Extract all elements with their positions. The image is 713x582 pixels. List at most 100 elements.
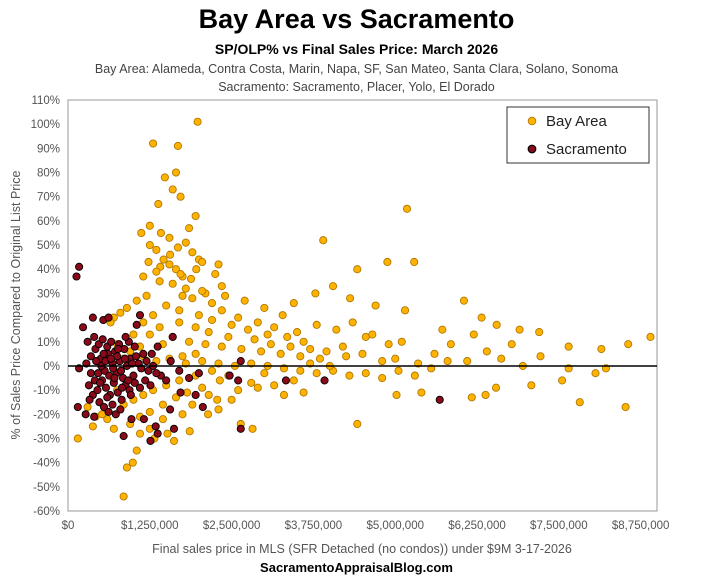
bay-area-point: [392, 390, 401, 400]
bay-area-point: [591, 369, 600, 378]
x-tick-label: $3,750,000: [285, 520, 343, 532]
sacramento-point: [111, 410, 120, 419]
bay-area-point: [152, 267, 161, 276]
bay-area-point: [178, 352, 187, 361]
bay-area-point: [248, 424, 257, 433]
sacramento-point: [166, 405, 175, 414]
bay-area-point: [211, 270, 220, 279]
bay-area-point: [193, 117, 202, 126]
sacramento-point: [114, 344, 123, 354]
bay-area-point: [155, 323, 164, 332]
y-tick-label: 20%: [37, 313, 60, 325]
bay-area-point: [204, 328, 213, 337]
bay-area-point: [178, 291, 187, 300]
sacramento-point: [99, 349, 108, 358]
bay-area-point: [234, 313, 243, 322]
y-tick-label: -30%: [33, 433, 60, 445]
bay-area-point: [132, 296, 141, 305]
bay-area-point: [198, 357, 207, 366]
sacramento-point: [121, 332, 130, 341]
bay-area-point: [438, 325, 447, 334]
bay-area-point: [276, 349, 285, 358]
bay-area-point: [116, 308, 125, 317]
x-tick-label: $5,000,000: [366, 520, 424, 532]
bay-area-point: [402, 204, 412, 213]
x-tick-label: $6,250,000: [448, 520, 506, 532]
bay-area-point: [240, 296, 249, 305]
sacramento-point: [139, 349, 148, 358]
bay-area-point: [371, 301, 380, 310]
bay-area-point: [139, 390, 148, 400]
sacramento-note: Sacramento: Sacramento, Placer, Yolo, El…: [218, 80, 495, 94]
bay-area-point: [201, 340, 210, 349]
sacramento-point: [320, 376, 329, 385]
bay-area-point: [159, 255, 168, 264]
bay-area-point: [286, 342, 295, 351]
bay-area-point: [477, 313, 486, 322]
bay-area-point: [283, 332, 292, 341]
sacramento-point: [153, 429, 162, 438]
bay-area-point: [217, 282, 226, 291]
sacramento-point: [90, 332, 99, 341]
bay-area-point: [137, 228, 146, 238]
bay-area-point: [188, 400, 197, 409]
bay-area-point: [207, 299, 217, 308]
bay-area-point: [278, 311, 287, 320]
bay-area-point: [289, 376, 298, 385]
bay-area-point: [353, 419, 362, 429]
bay-area-point: [312, 369, 321, 378]
plot-area: [67, 99, 658, 512]
bay-area-point: [166, 250, 175, 259]
x-tick-label: $8,750,000: [612, 520, 670, 532]
bay-area-point: [165, 233, 174, 242]
sacramento-point: [95, 398, 104, 407]
sacramento-point: [236, 424, 245, 433]
bay-area-point: [443, 357, 452, 366]
bay-area-point: [214, 260, 223, 269]
bay-area-point: [171, 168, 181, 177]
sacramento-point: [119, 432, 128, 441]
bay-area-point: [139, 272, 148, 281]
bay-area-point: [154, 199, 163, 209]
y-tick-label: 100%: [31, 119, 60, 131]
bay-area-point: [168, 185, 177, 194]
bay-area-point: [224, 332, 233, 341]
bay-area-point: [497, 354, 506, 363]
bay-area-point: [149, 311, 158, 320]
bay-area-point: [394, 366, 403, 375]
bay-area-point: [469, 330, 478, 339]
bay-area-point: [527, 381, 536, 390]
bay-area-point: [145, 407, 154, 416]
sacramento-point: [191, 390, 200, 400]
bay-area-point: [266, 340, 275, 349]
y-axis-title: % of Sales Price Compared to Original Li…: [9, 171, 23, 440]
bay-area-point: [217, 306, 226, 315]
y-tick-label: 30%: [37, 288, 60, 300]
bay-area-point: [322, 347, 331, 356]
sacramento-point: [93, 386, 102, 395]
sacramento-point: [96, 378, 105, 387]
bay-area-point: [88, 422, 97, 431]
bay-area-point: [158, 400, 167, 409]
sacramento-point: [92, 357, 101, 366]
sacramento-point: [225, 371, 234, 380]
bay-area-point: [378, 373, 387, 383]
bay-area-point: [338, 342, 347, 351]
bay-area-point: [176, 270, 185, 279]
bay-area-point: [400, 306, 410, 315]
sacramento-point: [116, 366, 126, 375]
legend-sacramento-label: Sacramento: [546, 141, 627, 158]
sacramento-point: [166, 357, 175, 366]
bay-area-point: [215, 376, 224, 385]
bay-area-point: [346, 294, 355, 303]
sacramento-point: [176, 388, 185, 397]
bay-area-point: [368, 330, 377, 339]
sacramento-point: [168, 332, 177, 341]
bay-area-point: [158, 415, 167, 424]
x-axis-title: Final sales price in MLS (SFR Detached (…: [152, 542, 572, 556]
bay-area-point: [270, 323, 279, 332]
bay-area-point: [253, 318, 262, 327]
bay-area-point: [186, 274, 196, 283]
bay-area-point: [156, 228, 165, 238]
sacramento-point: [135, 311, 145, 320]
